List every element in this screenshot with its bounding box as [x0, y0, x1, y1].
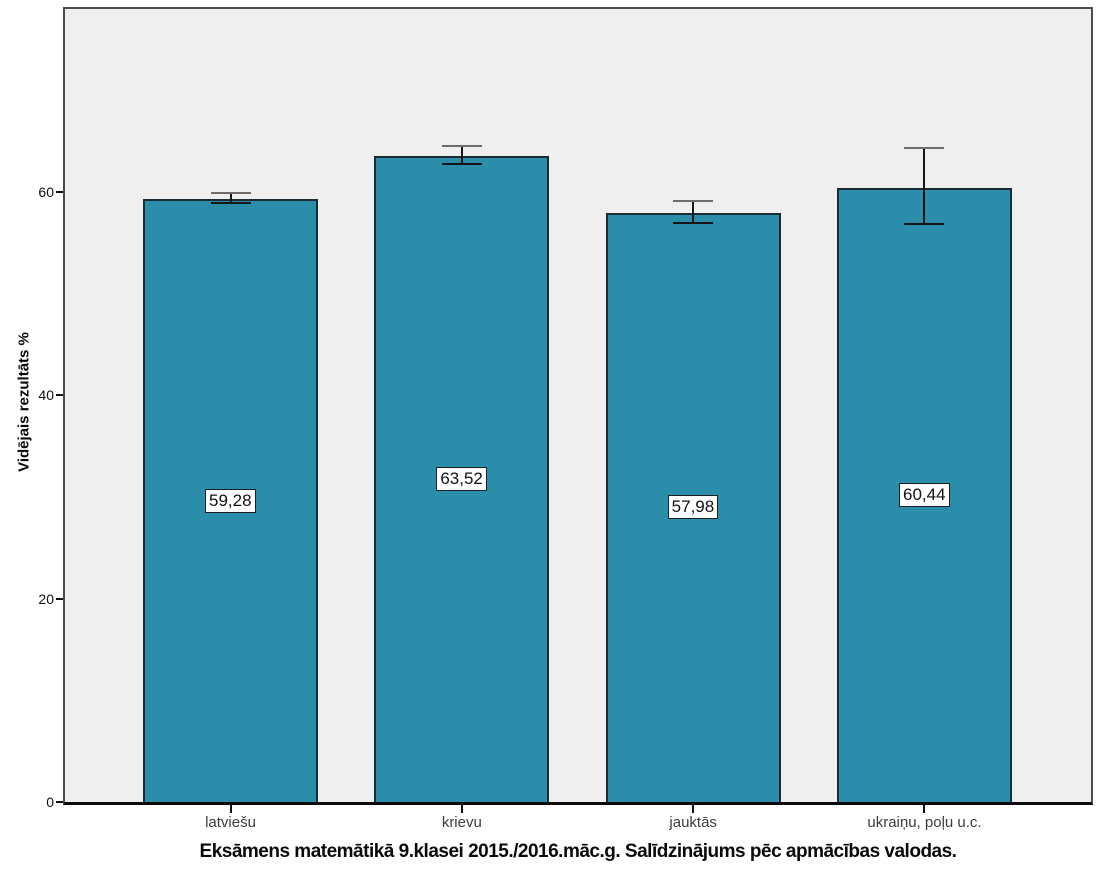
error-bar-cap-top: [441, 145, 482, 148]
error-bar-line: [692, 201, 695, 223]
bar-value-label: 63,52: [436, 467, 487, 492]
y-tick-label: 60: [38, 184, 54, 200]
x-category-label: krievu: [441, 814, 482, 831]
bar-value-label: 60,44: [898, 482, 950, 507]
x-category-label: ukraiņu, poļu u.c.: [867, 814, 982, 831]
chart-title: Eksāmens matemātikā 9.klasei 2015./2016.…: [199, 841, 957, 862]
error-bar-line: [460, 146, 463, 164]
x-category-label: latviešu: [205, 814, 256, 831]
error-bar-cap-bottom: [673, 221, 714, 224]
error-bar-line: [923, 148, 926, 224]
error-bar-cap-bottom: [904, 222, 945, 225]
y-tick-label: 40: [38, 387, 54, 404]
error-bar-cap-top: [673, 200, 714, 203]
y-tick-mark: [56, 394, 63, 397]
error-bar-cap-top: [904, 147, 945, 150]
y-tick-mark: [56, 597, 63, 600]
y-tick-label: 0: [46, 794, 54, 810]
y-tick-mark: [56, 801, 63, 803]
y-tick-mark: [56, 191, 63, 193]
plot-area: 59,28 63,52 57,98 60,44: [63, 7, 1093, 805]
x-tick-mark: [229, 805, 232, 813]
error-bar-cap-bottom: [441, 162, 482, 165]
error-bar-cap-bottom: [210, 202, 251, 205]
x-category-label: jauktās: [669, 814, 717, 831]
error-bar-line: [229, 193, 232, 204]
bar-value-label: 57,98: [667, 495, 719, 520]
error-bar-cap-top: [210, 192, 251, 195]
y-tick-label: 20: [38, 590, 54, 607]
x-tick-mark: [692, 805, 695, 813]
x-tick-mark: [923, 805, 926, 813]
bar-value-label: 59,28: [205, 488, 256, 513]
x-tick-mark: [460, 805, 463, 813]
